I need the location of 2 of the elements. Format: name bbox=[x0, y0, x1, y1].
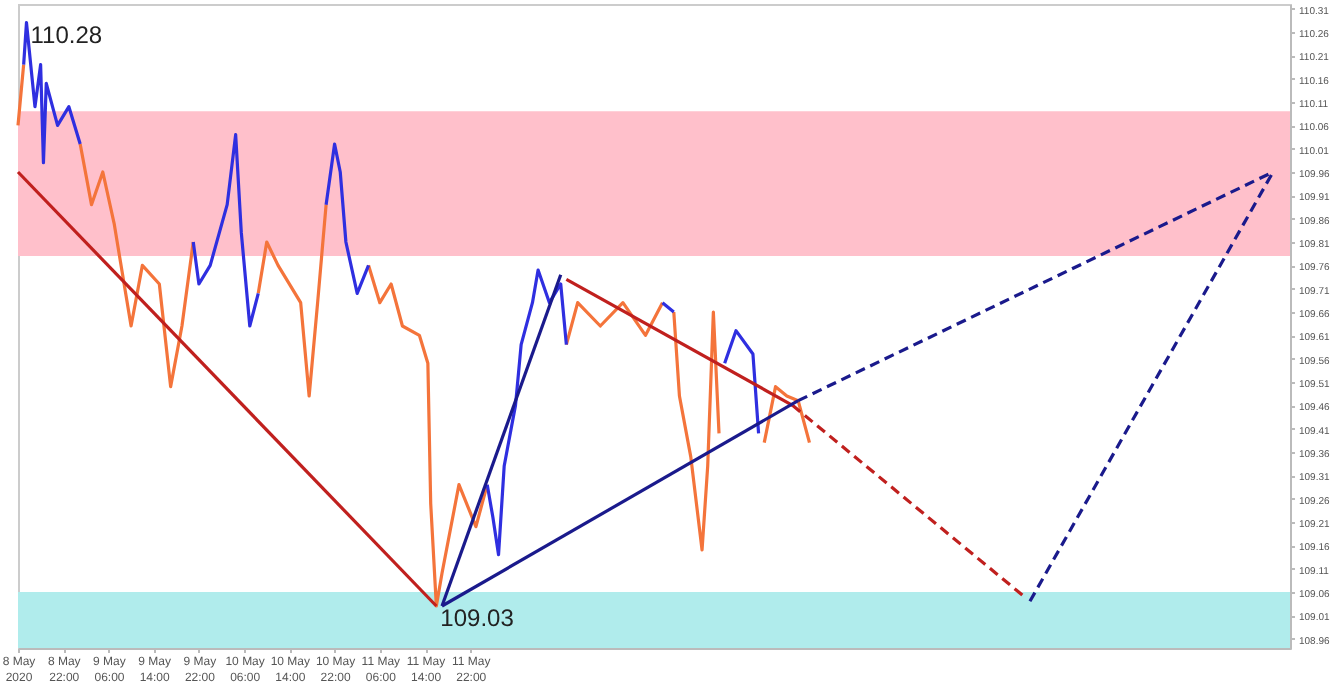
annotation: 109.03 bbox=[440, 604, 515, 632]
annotation: 110.28 bbox=[30, 20, 103, 49]
